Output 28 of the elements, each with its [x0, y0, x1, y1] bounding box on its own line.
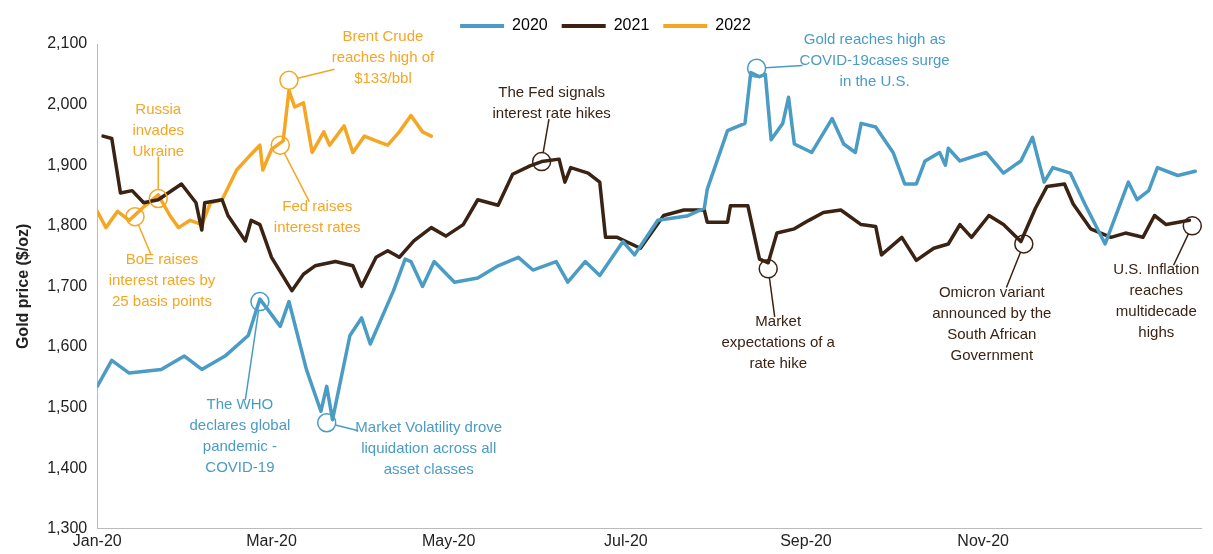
y-tick-label: 1,600 — [47, 337, 88, 355]
annotation: Market expectations of a rate hike — [721, 311, 836, 371]
y-tick-label: 1,900 — [47, 155, 88, 173]
annotation: The WHO declares global pandemic - COVID-19 — [189, 395, 291, 476]
annotation: The Fed signals interest rate hikes — [492, 83, 611, 122]
x-tick-label: Jul-20 — [604, 531, 648, 549]
y-tick-label: 1,700 — [47, 276, 88, 294]
y-tick-label: 1,800 — [47, 216, 88, 234]
annotation: Fed raises interest rates — [273, 196, 361, 235]
annotation: U.S. Inflation reaches multidecade highs — [1113, 260, 1200, 341]
y-tick-label: 1,400 — [47, 458, 88, 476]
x-tick-label: Sep-20 — [780, 531, 832, 549]
annotation: Gold reaches high as COVID-19cases surge in the U.S. — [799, 30, 950, 90]
x-tick-label: Mar-20 — [246, 531, 297, 549]
annotation: BoE raises interest rates by 25 basis points — [108, 249, 216, 309]
x-tick-label: May-20 — [422, 531, 476, 549]
legend-label: 2022 — [715, 16, 751, 34]
x-tick-label: Nov-20 — [957, 531, 1010, 549]
annotation: Brent Crude reaches high of $133/bbl — [331, 26, 436, 86]
annotation: Omicron variant announced by the South African Government — [932, 282, 1052, 363]
y-tick-label: 2,100 — [47, 34, 88, 52]
annotation: Russia invades Ukraine — [132, 99, 185, 159]
legend-label: 2020 — [512, 16, 548, 34]
legend-label: 2021 — [613, 16, 650, 34]
y-tick-label: 2,000 — [47, 95, 88, 113]
y-tick-label: 1,500 — [47, 398, 88, 416]
y-axis-title: Gold price ($/oz) — [14, 223, 32, 350]
annotation: Market Volatility drove liquidation across all asset classes — [355, 417, 503, 477]
